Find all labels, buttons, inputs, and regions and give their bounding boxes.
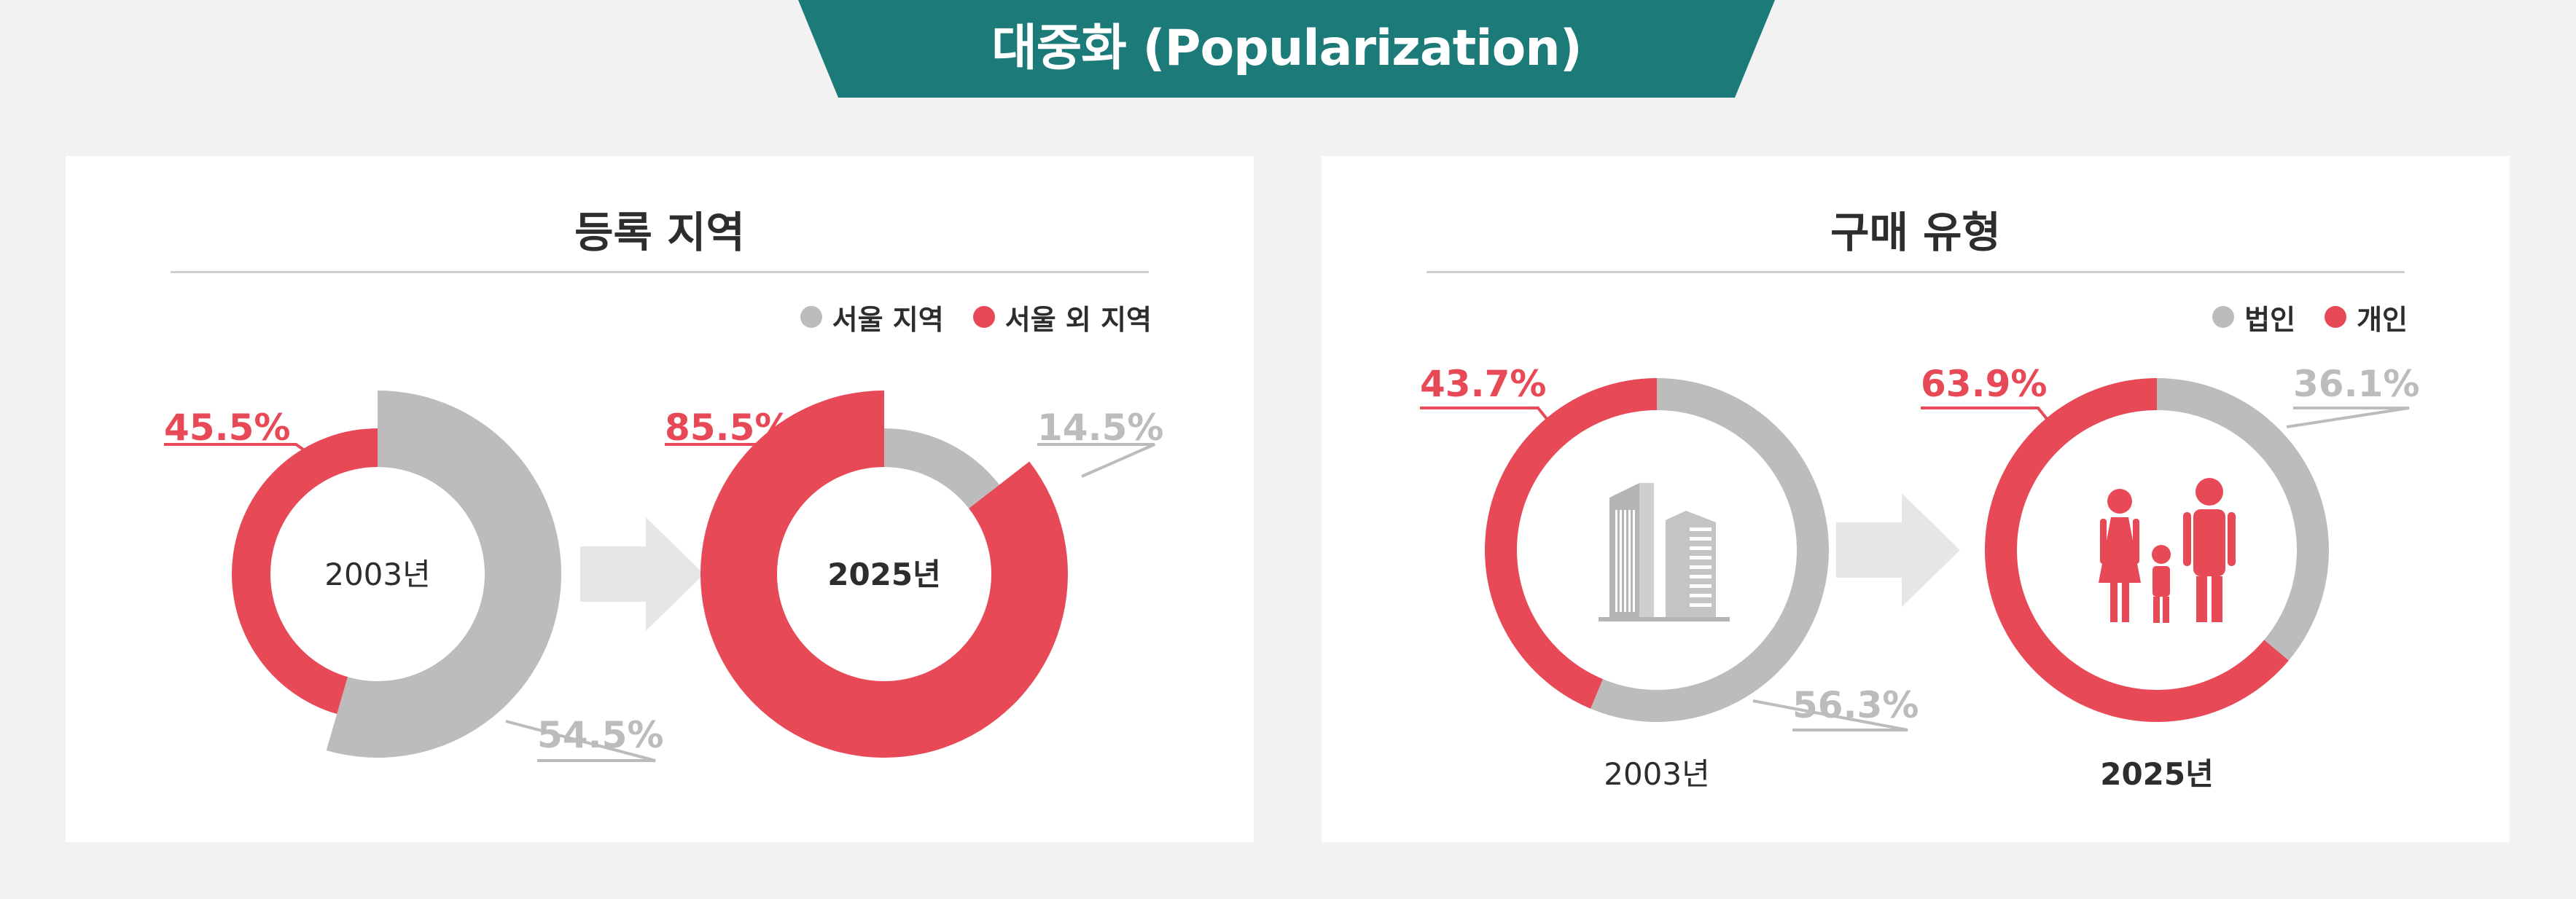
icon-arm	[2100, 519, 2107, 564]
building-window	[1624, 510, 1626, 612]
data-label: 14.5%	[1037, 407, 1163, 449]
panel-title: 구매 유형	[1830, 208, 2001, 257]
data-label: 63.9%	[1921, 363, 2047, 405]
donut-slice	[2157, 378, 2329, 661]
legend-item: 개인	[2325, 297, 2408, 337]
leader-line	[1921, 407, 2055, 428]
building-tower-side	[1639, 483, 1654, 617]
donut-slice	[884, 428, 1000, 509]
icon-leg	[2153, 597, 2160, 623]
divider	[1426, 271, 2405, 273]
purchase-type-panel: 구매 유형 법인 개인 2003년 43.7% 56.3% 2025년 63.9% 36.…	[1322, 156, 2510, 842]
icon-leg	[2196, 576, 2207, 622]
building-window	[1633, 510, 1635, 612]
donut-charts: 2003년 43.7% 56.3% 2025년 63.9% 36.1%	[1420, 363, 2419, 792]
leader-line	[1420, 407, 1555, 428]
building-annex	[1666, 511, 1716, 617]
legend-swatch	[972, 306, 995, 328]
building-window	[1690, 584, 1712, 588]
building-window	[1690, 537, 1712, 541]
year-label: 2003년	[324, 557, 431, 592]
page-title: 대중화 (Popularization)	[991, 20, 1582, 77]
legend-label: 서울 지역	[832, 303, 944, 336]
title-banner	[798, 0, 1775, 98]
legend-swatch	[2325, 306, 2347, 328]
leader-line	[505, 720, 656, 762]
arrow-shape	[1836, 493, 1960, 607]
building-window	[1628, 510, 1631, 612]
arrow-shape	[580, 517, 704, 631]
building-window	[1690, 565, 1712, 569]
icon-leg	[2110, 583, 2118, 622]
legend: 서울 지역 서울 외 지역	[771, 297, 1152, 337]
year-label: 2025년	[2100, 756, 2214, 792]
icon-leg	[2163, 597, 2169, 623]
panel-title: 등록 지역	[574, 208, 745, 257]
building-icon	[1599, 483, 1730, 621]
legend-label: 개인	[2357, 303, 2408, 336]
icon-head	[2196, 478, 2223, 506]
leader-line	[665, 443, 818, 460]
year-label: 2025년	[827, 557, 941, 592]
donut-slice	[232, 428, 378, 715]
donut-slice	[1985, 378, 2289, 722]
building-window	[1690, 603, 1712, 607]
legend-item: 법인	[2212, 297, 2295, 337]
data-label: 85.5%	[665, 407, 791, 449]
data-label: 56.3%	[1792, 684, 1919, 726]
legend-item: 서울 지역	[800, 297, 944, 337]
legend-label: 법인	[2244, 303, 2296, 336]
donut-charts: 2003년 45.5% 54.5% 2025년 85.5% 14.5%	[164, 390, 1163, 762]
building-window	[1690, 594, 1712, 597]
leader-line	[2286, 407, 2410, 428]
icon-body	[2193, 509, 2225, 576]
legend: 법인 개인	[2183, 297, 2408, 337]
building-window	[1620, 510, 1622, 612]
building-window	[1690, 556, 1712, 560]
icon-head	[2152, 545, 2171, 564]
leader-line	[1037, 443, 1155, 478]
donut-slice	[1485, 378, 1657, 709]
ground-line	[1599, 617, 1730, 621]
legend-swatch	[800, 306, 822, 328]
legend-item: 서울 외 지역	[972, 297, 1152, 337]
icon-body	[2152, 566, 2170, 597]
legend-label: 서울 외 지역	[1004, 303, 1152, 336]
data-label: 54.5%	[537, 714, 663, 756]
donut-slice	[326, 390, 561, 758]
icon-arm	[2228, 512, 2236, 566]
building-window	[1615, 510, 1617, 612]
building-window	[1690, 527, 1712, 531]
legend-swatch	[2212, 306, 2235, 328]
donut-slice	[700, 390, 1068, 758]
title-banner-shape	[798, 0, 1775, 98]
icon-leg	[2212, 576, 2222, 622]
icon-dress	[2099, 517, 2141, 583]
arrow-right-icon	[1836, 493, 1960, 607]
year-label: 2003년	[1604, 756, 1710, 792]
arrow-right-icon	[580, 517, 704, 631]
registration-region-panel: 등록 지역 서울 지역 서울 외 지역 2003년 45.5% 54.5% 2025년…	[66, 156, 1254, 842]
building-window	[1690, 546, 1712, 550]
building-window	[1690, 575, 1712, 578]
donut-slice	[1591, 378, 1829, 722]
icon-leg	[2122, 583, 2129, 622]
icon-arm	[2183, 512, 2191, 566]
leader-line	[164, 443, 319, 460]
data-label: 45.5%	[164, 407, 290, 449]
data-label: 36.1%	[2293, 363, 2419, 405]
divider	[171, 271, 1149, 273]
icon-arm	[2133, 519, 2139, 564]
data-label: 43.7%	[1420, 363, 1546, 405]
icon-head	[2107, 489, 2132, 514]
family-icon	[2099, 478, 2236, 623]
leader-line	[1752, 699, 1908, 731]
